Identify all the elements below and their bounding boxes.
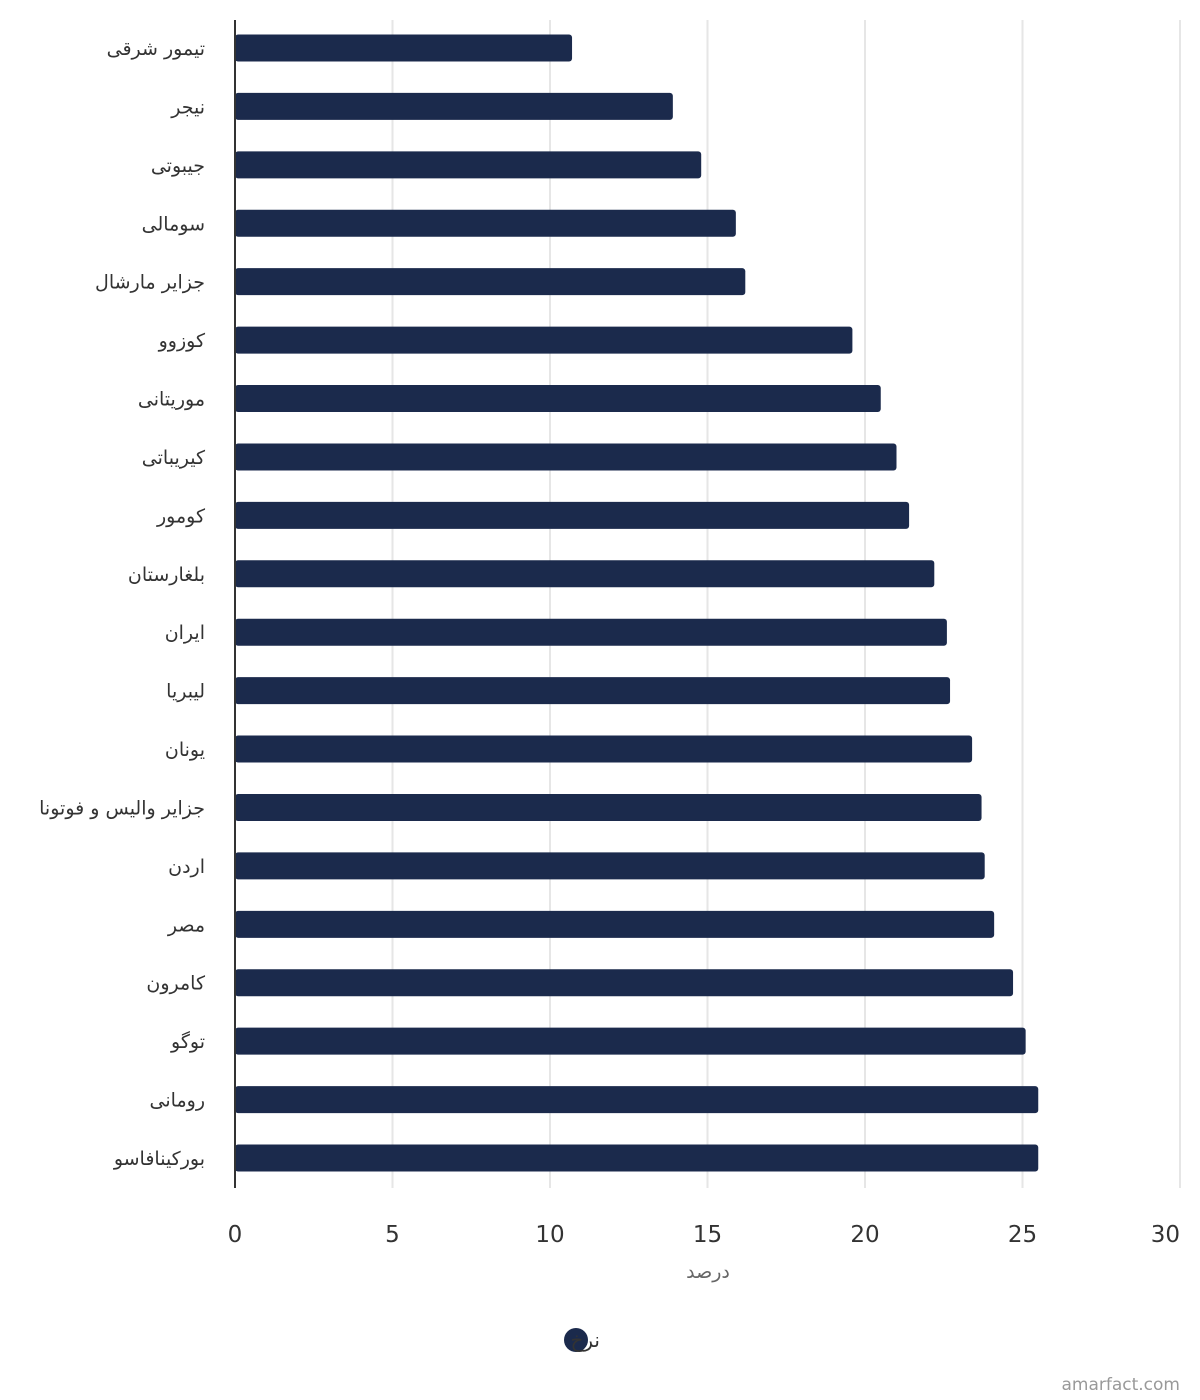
bar[interactable] (235, 209, 736, 237)
x-tick-label: 0 (228, 1222, 243, 1248)
x-tick-label: 25 (1008, 1222, 1037, 1248)
bar[interactable] (235, 910, 995, 938)
bar[interactable] (235, 852, 985, 880)
x-tick-label: 20 (850, 1222, 879, 1248)
category-label: توگو (170, 1030, 205, 1053)
bar[interactable] (235, 1086, 1039, 1114)
bar[interactable] (235, 1144, 1039, 1172)
gridlines (391, 20, 1181, 1188)
category-label: کومور (156, 505, 206, 527)
category-label: کوزوو (158, 330, 206, 352)
category-label: جیبوتی (151, 155, 205, 177)
bar[interactable] (235, 268, 746, 296)
bars (235, 34, 1039, 1172)
category-label: رومانی (150, 1090, 205, 1112)
category-label: کامرون (146, 973, 206, 995)
bar[interactable] (235, 151, 702, 179)
x-tick-label: 5 (385, 1222, 400, 1248)
bar[interactable] (235, 443, 897, 471)
bar[interactable] (235, 34, 573, 62)
credit-text[interactable]: amarfact.com (1061, 1375, 1180, 1395)
x-axis-title: درصد (686, 1261, 730, 1283)
bar[interactable] (235, 385, 881, 413)
category-labels: تیمور شرقی نیجر جیبوتی سومالی جزایر مارشال کو… (39, 38, 206, 1170)
x-tick-label: 30 (1151, 1222, 1180, 1248)
category-label: سومالی (142, 213, 205, 235)
bar[interactable] (235, 677, 951, 705)
category-label: ایران (165, 622, 205, 644)
category-label: نیجر (170, 96, 205, 118)
category-label: بلغارستان (128, 564, 205, 586)
legend[interactable]: نرخ (564, 1328, 600, 1352)
bar[interactable] (235, 92, 673, 120)
category-label: مصر (167, 914, 205, 936)
x-tick-label: 10 (535, 1222, 564, 1248)
bar[interactable] (235, 560, 935, 588)
bar[interactable] (235, 618, 947, 646)
category-label: جزایر والیس و فوتونا (39, 797, 205, 819)
x-tick-label: 15 (693, 1222, 722, 1248)
bar[interactable] (235, 501, 910, 529)
bar[interactable] (235, 969, 1014, 997)
category-label: موریتانی (138, 389, 205, 411)
x-axis-ticks: 0 5 10 15 20 25 30 (228, 1222, 1180, 1248)
category-label: اردن (168, 856, 205, 878)
bar[interactable] (235, 793, 982, 821)
bar[interactable] (235, 1027, 1026, 1055)
category-label: لیبریا (166, 681, 205, 703)
legend-swatch (564, 1328, 588, 1352)
legend-label: نرخ (570, 1328, 600, 1352)
category-label: جزایر مارشال (95, 272, 205, 294)
category-label: کیریباتی (142, 447, 206, 469)
category-label: یونان (165, 739, 205, 761)
bar[interactable] (235, 735, 973, 763)
category-label: تیمور شرقی (107, 38, 205, 60)
bar[interactable] (235, 326, 853, 354)
category-label: بورکینافاسو (113, 1148, 205, 1170)
